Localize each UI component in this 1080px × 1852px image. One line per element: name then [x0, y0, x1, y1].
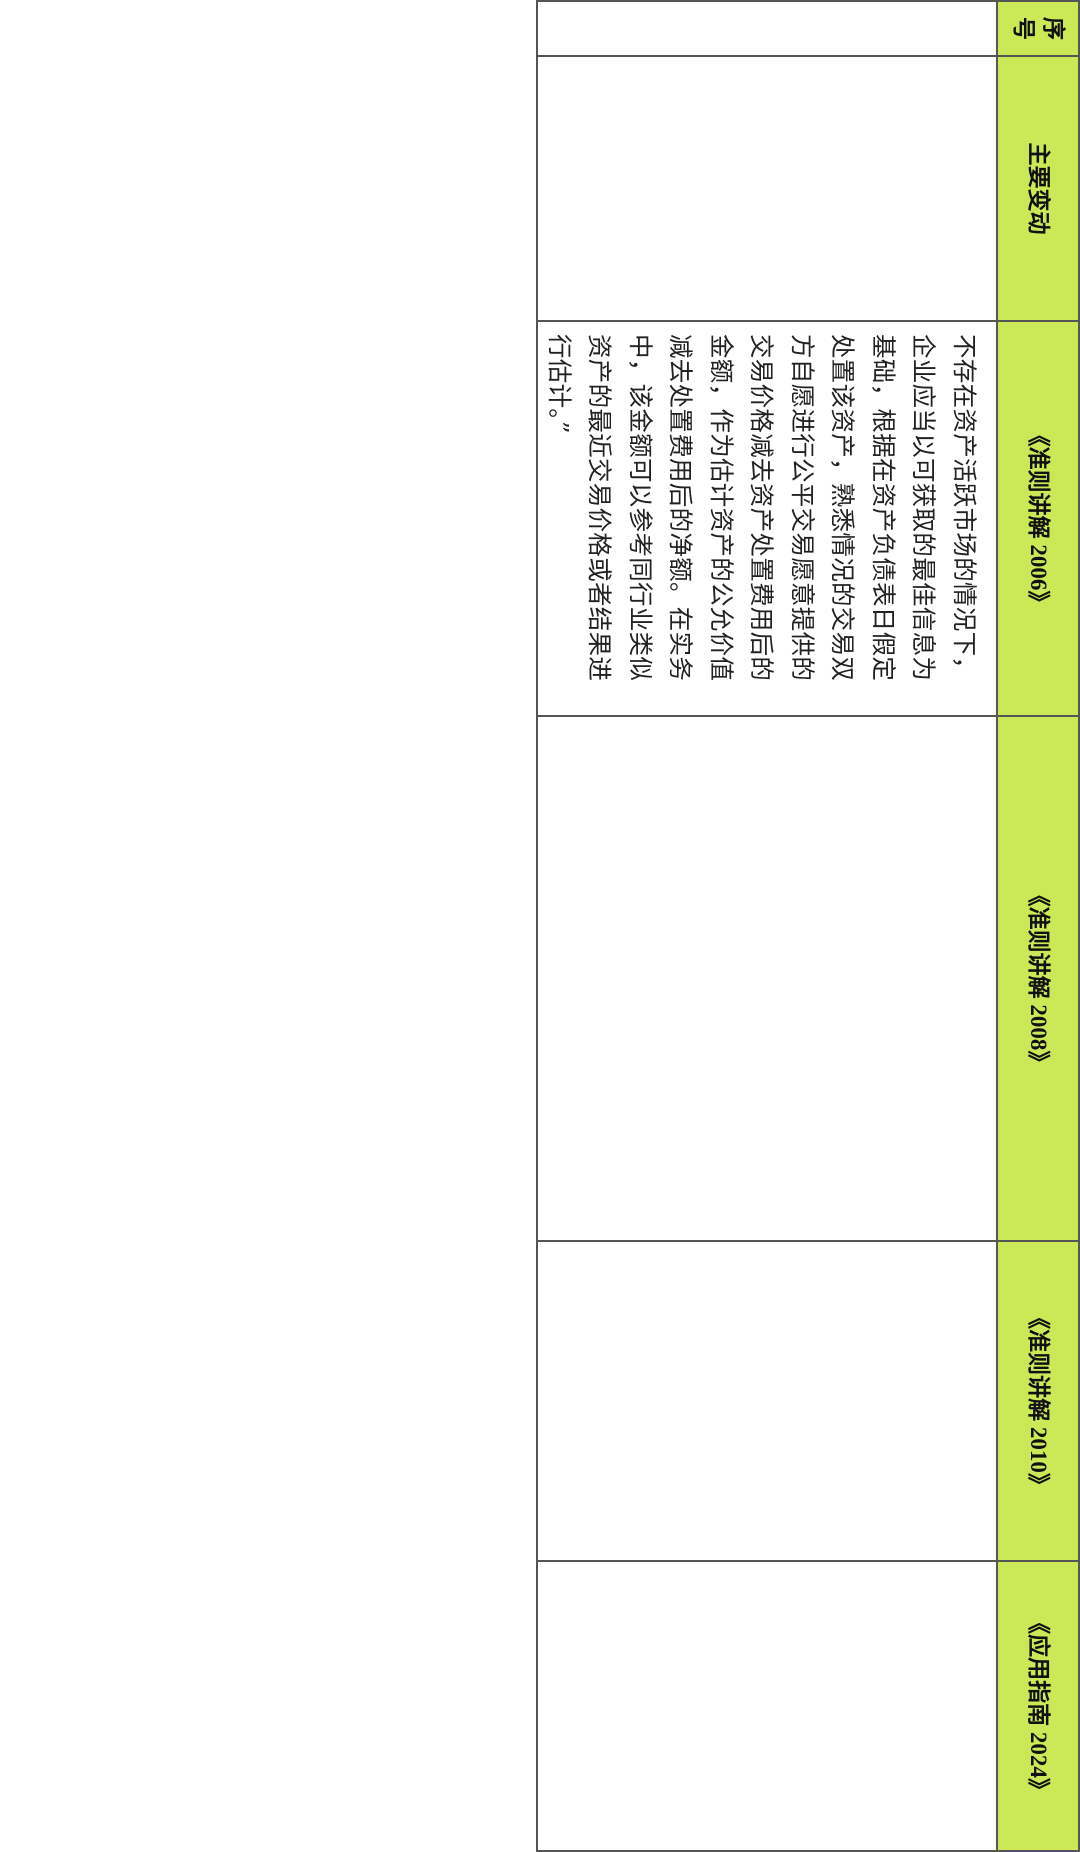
header-main-change: 主要变动: [997, 56, 1079, 321]
cell-main-change: [538, 56, 998, 321]
header-guide-2010: 《准则讲解 2010》: [997, 1241, 1079, 1561]
rotated-comparison-table: 序号 主要变动 《准则讲解 2006》 《准则讲解 2008》 《准则讲解 20…: [578, 0, 1080, 1850]
comparison-table: 序号 主要变动 《准则讲解 2006》 《准则讲解 2008》 《准则讲解 20…: [537, 0, 1080, 1852]
header-guide-2008: 《准则讲解 2008》: [997, 716, 1079, 1241]
cell-guide-2008: [538, 716, 998, 1241]
header-index: 序号: [997, 1, 1079, 56]
cell-guide-2010: [538, 1241, 998, 1561]
cell-guide-2006: 不存在资产活跃市场的情况下，企业应当以可获取的最佳信息为基础，根据在资产负债表日…: [538, 321, 998, 716]
cell-guide-2024: [538, 1561, 998, 1851]
table-row: 不存在资产活跃市场的情况下，企业应当以可获取的最佳信息为基础，根据在资产负债表日…: [538, 1, 998, 1851]
header-guide-2024: 《应用指南 2024》: [997, 1561, 1079, 1851]
header-guide-2006: 《准则讲解 2006》: [997, 321, 1079, 716]
header-row: 序号 主要变动 《准则讲解 2006》 《准则讲解 2008》 《准则讲解 20…: [997, 1, 1079, 1851]
cell-index: [538, 1, 998, 56]
